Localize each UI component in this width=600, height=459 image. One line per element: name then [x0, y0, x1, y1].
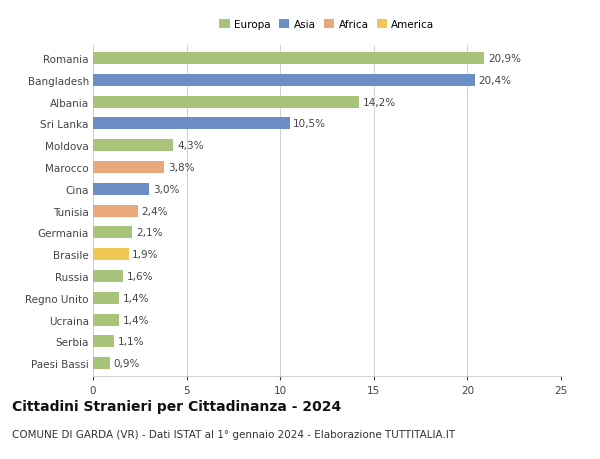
- Legend: Europa, Asia, Africa, America: Europa, Asia, Africa, America: [215, 16, 439, 34]
- Text: Cittadini Stranieri per Cittadinanza - 2024: Cittadini Stranieri per Cittadinanza - 2…: [12, 399, 341, 413]
- Bar: [93, 314, 119, 326]
- Text: 1,4%: 1,4%: [123, 293, 149, 303]
- Text: 0,9%: 0,9%: [113, 358, 140, 368]
- Bar: [93, 292, 119, 304]
- Bar: [93, 140, 173, 152]
- Bar: [93, 270, 123, 282]
- Text: COMUNE DI GARDA (VR) - Dati ISTAT al 1° gennaio 2024 - Elaborazione TUTTITALIA.I: COMUNE DI GARDA (VR) - Dati ISTAT al 1° …: [12, 429, 455, 439]
- Bar: [93, 336, 113, 347]
- Bar: [93, 205, 138, 217]
- Bar: [93, 184, 149, 196]
- Text: 3,8%: 3,8%: [168, 162, 194, 173]
- Bar: [93, 249, 128, 261]
- Text: 14,2%: 14,2%: [362, 97, 395, 107]
- Bar: [93, 96, 359, 108]
- Text: 4,3%: 4,3%: [177, 141, 204, 151]
- Bar: [93, 227, 133, 239]
- Bar: [93, 162, 164, 174]
- Text: 10,5%: 10,5%: [293, 119, 326, 129]
- Text: 1,4%: 1,4%: [123, 315, 149, 325]
- Text: 1,6%: 1,6%: [127, 271, 153, 281]
- Text: 1,1%: 1,1%: [118, 336, 144, 347]
- Text: 20,4%: 20,4%: [479, 76, 512, 86]
- Bar: [93, 118, 290, 130]
- Text: 1,9%: 1,9%: [133, 250, 159, 260]
- Bar: [93, 75, 475, 87]
- Bar: [93, 53, 484, 65]
- Text: 2,4%: 2,4%: [142, 206, 168, 216]
- Bar: [93, 358, 110, 369]
- Text: 3,0%: 3,0%: [153, 185, 179, 195]
- Text: 20,9%: 20,9%: [488, 54, 521, 64]
- Text: 2,1%: 2,1%: [136, 228, 163, 238]
